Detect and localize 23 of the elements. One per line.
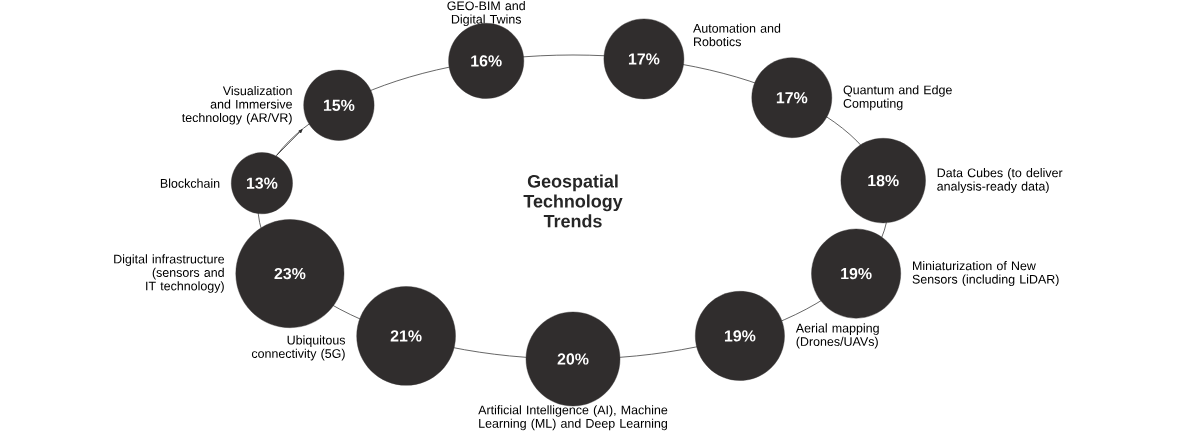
data-label: 16% <box>471 55 502 67</box>
data-label: 19% <box>841 267 872 280</box>
data-label: 18% <box>868 174 899 187</box>
data-label: 23% <box>274 267 306 280</box>
data-label: 13% <box>246 177 278 189</box>
category-label: Blockchain <box>160 178 220 188</box>
data-label: 21% <box>390 330 422 342</box>
data-label: 17% <box>776 92 808 104</box>
category-label: GEO-BIM and Digital Twins <box>447 1 525 27</box>
category-label: Digital infrastructure (sensors and IT technology) <box>114 254 225 293</box>
category-label: Miniaturization of New Sensors (including LiDAR) <box>912 261 1059 287</box>
data-label: 17% <box>628 53 660 65</box>
category-label: Data Cubes (to deliver analysis-ready data) <box>937 168 1063 194</box>
data-label: 15% <box>323 99 355 111</box>
data-label: 19% <box>724 330 756 342</box>
data-label: 20% <box>557 353 589 365</box>
category-label: Automation and Robotics <box>693 23 781 47</box>
category-label: Artificial Intelligence (AI), Machine Learning (ML) and Deep Learning <box>478 405 668 431</box>
category-label: Ubiquitous connectivity (5G) <box>251 335 346 361</box>
category-label: Quantum and Edge Computing <box>843 85 952 111</box>
text: Geospatial Technology Trends <box>523 174 623 228</box>
category-label: Aerial mapping (Drones/UAVs) <box>795 323 879 349</box>
category-label: Visualization and Immersive technology (AR/VR) <box>181 86 292 125</box>
